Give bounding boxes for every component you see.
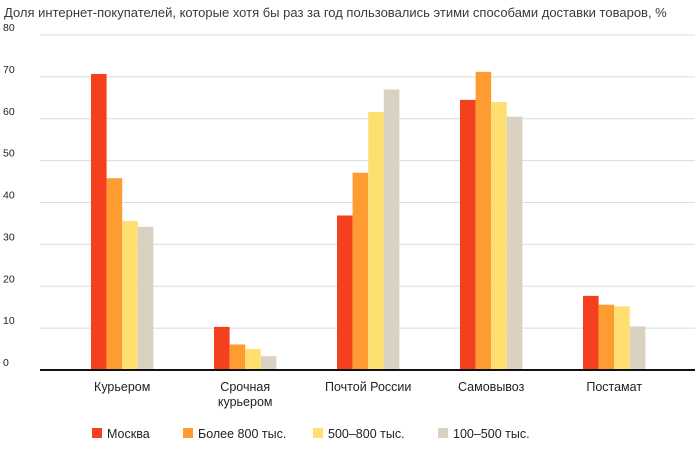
y-tick-label: 30 [3, 231, 15, 243]
bar-2-1 [106, 178, 123, 370]
bar-4-5 [629, 326, 646, 370]
bar-3-2 [245, 349, 261, 370]
y-tick-label: 0 [3, 357, 9, 369]
bar-4-4 [506, 116, 523, 370]
chart-title: Доля интернет-покупателей, которые хотя … [4, 5, 667, 20]
bar-2-2 [229, 344, 246, 370]
legend-swatch [313, 428, 323, 438]
legend-label: 500–800 тыс. [328, 427, 405, 441]
bar-3-3 [368, 112, 384, 371]
legend-swatch [183, 428, 193, 438]
bar-1-1 [91, 73, 107, 370]
y-tick-label: 50 [3, 148, 15, 160]
legend-swatch [438, 428, 448, 438]
y-tick-label: 80 [3, 22, 15, 34]
bar-4-1 [137, 226, 154, 370]
x-category-label: Почтой России [325, 380, 411, 394]
legend: Москва Более 800 тыс. 500–800 тыс. 100–500 … [92, 427, 530, 441]
x-category-label: Самовывоз [458, 380, 525, 394]
bar-1-3 [337, 215, 353, 370]
y-tick-label: 10 [3, 315, 15, 327]
bar-3-5 [614, 306, 630, 370]
y-tick-label: 60 [3, 106, 15, 118]
bar-1-5 [583, 295, 599, 370]
y-tick-label: 20 [3, 273, 15, 285]
x-category-label: курьером [218, 395, 273, 409]
bars [91, 71, 646, 371]
bar-4-2 [260, 356, 277, 370]
legend-label: Более 800 тыс. [198, 427, 286, 441]
bar-3-1 [122, 220, 138, 370]
bar-4-3 [383, 89, 400, 370]
y-tick-label: 70 [3, 64, 15, 76]
bar-2-4 [475, 71, 492, 370]
x-category-label: Срочная [220, 380, 270, 394]
legend-label: Москва [107, 427, 150, 441]
bar-1-2 [214, 326, 230, 370]
y-tick-label: 40 [3, 190, 15, 202]
x-category-label: Курьером [94, 380, 150, 394]
y-axis-ticks: 0 10 20 30 40 50 60 70 80 [3, 22, 15, 369]
bar-2-3 [352, 172, 369, 370]
legend-swatch [92, 428, 102, 438]
x-category-label: Постамат [586, 380, 642, 394]
bar-1-4 [460, 99, 476, 370]
bar-2-5 [598, 304, 615, 370]
bar-3-4 [491, 102, 507, 370]
legend-label: 100–500 тыс. [453, 427, 530, 441]
